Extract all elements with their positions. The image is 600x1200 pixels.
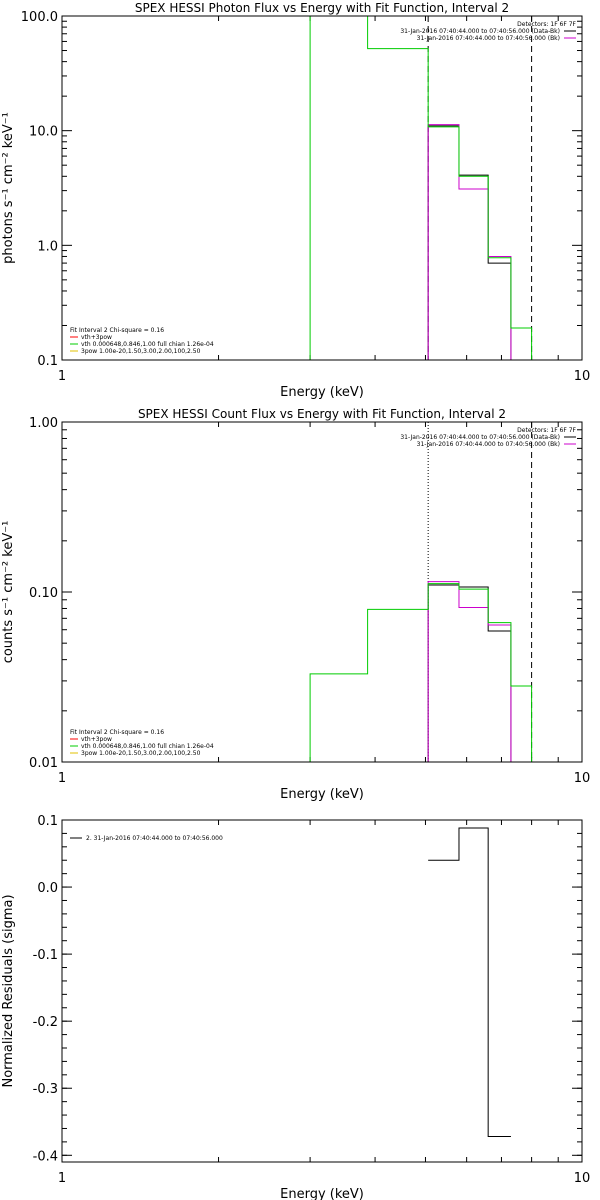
y-axis-label: Normalized Residuals (sigma)	[1, 894, 16, 1087]
x-tick-label: 10	[574, 369, 591, 384]
data-series-2	[427, 581, 532, 763]
data-series-1	[428, 827, 511, 1138]
x-axis-label: Energy (keV)	[280, 787, 364, 802]
legend-header: Detectors: 1F 6F 7F	[517, 21, 576, 28]
y-tick-label: -0.1	[33, 948, 58, 963]
x-tick-label: 1	[58, 369, 66, 384]
data-series-1	[427, 584, 532, 763]
plot-frame	[61, 421, 583, 763]
x-minor-ticks	[218, 16, 559, 360]
x-tick-label: 10	[574, 771, 591, 786]
x-minor-ticks	[218, 422, 559, 762]
y-tick-label: 0.0	[37, 881, 58, 896]
fit-legend-header: Fit Interval 2 Chi-square = 0.16	[70, 327, 164, 334]
chart-panel-3: 1 10 0.1 0.0 -0.1 -0.2 -0.3 -0.4 2. 31-Jan-2016 …	[1, 814, 590, 1200]
plot-frame	[61, 819, 583, 1163]
legend-entry: 31-Jan-2016 07:40:44.000 to 07:40:56.000…	[400, 434, 560, 441]
legend-entry: 31-Jan-2016 07:40:44.000 to 07:40:56.000…	[417, 35, 560, 42]
fit-legend: Fit Interval 2 Chi-square = 0.16vth+3pow…	[70, 327, 214, 355]
y-tick-label: 1.0	[37, 239, 58, 254]
legend-entry: 2. 31-Jan-2016 07:40:44.000 to 07:40:56.…	[86, 835, 223, 842]
data-series-1	[427, 125, 532, 361]
legend-entry: 31-Jan-2016 07:40:44.000 to 07:40:56.000…	[417, 441, 560, 448]
chart-title: SPEX HESSI Count Flux vs Energy with Fit…	[138, 407, 506, 421]
legend-header: Detectors: 1F 6F 7F	[517, 427, 576, 434]
y-tick-label: 0.10	[29, 586, 58, 601]
fit-legend: Fit Interval 2 Chi-square = 0.16vth+3pow…	[70, 729, 214, 757]
data-series-2	[427, 124, 532, 361]
chart-panel-2: SPEX HESSI Count Flux vs Energy with Fit…	[1, 407, 590, 802]
y-axis-label: counts s⁻¹ cm⁻² keV⁻¹	[1, 521, 16, 664]
data-series-3	[309, 583, 582, 763]
fit-legend-entry: vth+3pow	[81, 736, 112, 743]
data-series-3	[309, 15, 564, 361]
y-tick-label: 100.0	[21, 10, 58, 25]
y-tick-label: -0.2	[33, 1015, 58, 1030]
y-tick-label: 0.1	[37, 814, 58, 829]
y-tick-label: 1.00	[29, 416, 58, 431]
x-tick-label: 1	[58, 1171, 66, 1186]
y-axis-label: photons s⁻¹ cm⁻² keV⁻¹	[1, 112, 16, 264]
y-tick-label: 0.01	[29, 756, 58, 771]
fit-legend-entry: 3pow 1.00e-20,1.50,3.00,2.00,100,2.50	[81, 348, 201, 355]
detector-legend: 2. 31-Jan-2016 07:40:44.000 to 07:40:56.…	[70, 835, 223, 842]
y-tick-label: -0.4	[33, 1149, 58, 1164]
plot-frame	[61, 15, 583, 361]
y-tick-label: 0.1	[37, 354, 58, 369]
x-axis-label: Energy (keV)	[280, 385, 364, 400]
fit-legend-entry: vth 0.000648,0.846,1.00 full chian 1.26e…	[81, 743, 214, 750]
chart-title: SPEX HESSI Photon Flux vs Energy with Fi…	[135, 1, 509, 15]
legend-entry: 31-Jan-2016 07:40:44.000 to 07:40:56.000…	[400, 28, 560, 35]
y-minor-ticks	[62, 429, 582, 712]
fit-legend-entry: vth+3pow	[81, 334, 112, 341]
y-minor-ticks	[62, 20, 582, 326]
y-tick-label: -0.3	[33, 1082, 58, 1097]
y-minor-ticks	[62, 819, 582, 1156]
x-tick-label: 10	[574, 1171, 591, 1186]
fit-legend-entry: vth 0.000648,0.846,1.00 full chian 1.26e…	[81, 341, 214, 348]
x-tick-label: 1	[58, 771, 66, 786]
y-tick-label: 10.0	[29, 125, 58, 140]
x-minor-ticks	[218, 820, 559, 1162]
fit-legend-header: Fit Interval 2 Chi-square = 0.16	[70, 729, 164, 736]
fit-legend-entry: 3pow 1.00e-20,1.50,3.00,2.00,100,2.50	[81, 750, 201, 757]
x-axis-label: Energy (keV)	[280, 1187, 364, 1200]
chart-panel-1: SPEX HESSI Photon Flux vs Energy with Fi…	[1, 1, 590, 400]
